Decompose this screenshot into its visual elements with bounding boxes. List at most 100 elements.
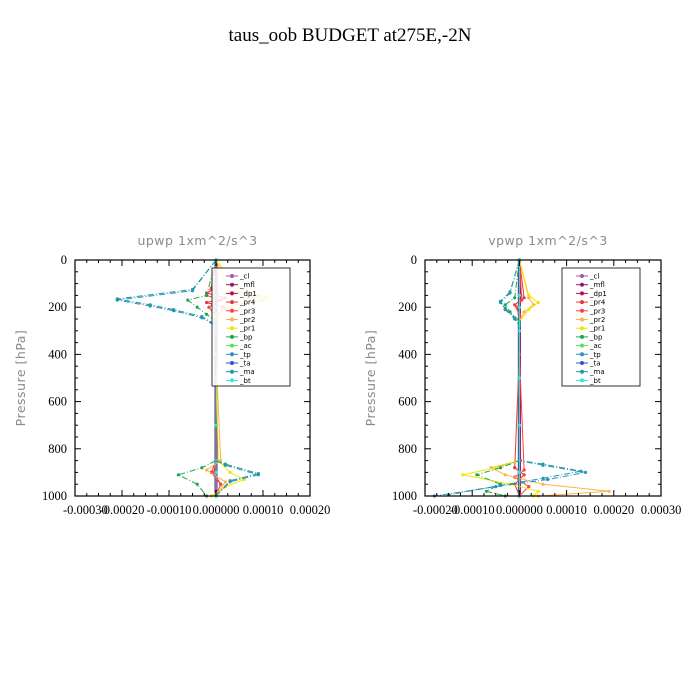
legend-entry: _bt [239, 377, 251, 385]
x-tick-label: 0.00010 [546, 503, 587, 517]
data-point [536, 489, 540, 493]
data-point [214, 423, 218, 427]
x-tick-label: -0.00020 [413, 503, 458, 517]
legend-marker [230, 326, 234, 331]
data-point [527, 293, 531, 297]
legend-marker [230, 334, 234, 339]
legend-entry: _ta [239, 360, 251, 368]
legend-box [561, 267, 641, 387]
data-point [205, 312, 209, 316]
x-tick-label: -0.00010 [147, 503, 192, 517]
data-point [541, 476, 545, 480]
x-tick-label: 0.00020 [593, 503, 634, 517]
legend-marker [580, 343, 584, 348]
legend: _cl_mfl_dp1_pr4_pr3_pr2_pr1_bp_ac_tp_ta_… [561, 267, 641, 387]
y-tick-label: 400 [398, 347, 417, 361]
legend-marker [580, 308, 584, 313]
y-tick-label: 0 [411, 253, 417, 267]
data-point [214, 470, 218, 474]
legend-marker [580, 317, 584, 322]
series-line-bp [475, 259, 520, 497]
legend-entry: _cl [589, 273, 599, 281]
data-point [256, 472, 260, 476]
data-point [583, 470, 588, 474]
legend-marker [230, 352, 234, 357]
legend-marker [230, 317, 234, 322]
legend-marker [580, 282, 584, 287]
data-point [541, 462, 545, 466]
data-point [536, 300, 540, 305]
legend-marker [580, 291, 584, 296]
x-tick-label: -0.00030 [63, 503, 108, 517]
data-point [219, 482, 223, 486]
upwp-panel: upwp 1xm^2/s^3 Pressure [hPa] 0 200 400 600 80… [13, 233, 330, 517]
data-point [205, 300, 209, 305]
data-point [494, 485, 498, 489]
data-point [546, 477, 550, 482]
legend-entry: _pr3 [239, 307, 255, 315]
legend-entry: _cl [239, 273, 249, 281]
panel-title: upwp 1xm^2/s^3 [137, 233, 257, 248]
x-tick-label: 0.00010 [243, 503, 284, 517]
legend-marker [230, 361, 234, 365]
y-tick-label: 200 [48, 300, 67, 314]
data-point [223, 462, 227, 466]
legend-entry: _tp [239, 351, 251, 359]
legend-entry: _bp [239, 333, 253, 341]
data-point [517, 305, 522, 309]
legend-marker [580, 361, 584, 365]
data-point [527, 296, 531, 300]
data-point [522, 310, 526, 314]
data-point [228, 470, 232, 474]
data-point [503, 473, 507, 477]
legend-entry: _pr2 [589, 316, 605, 324]
data-point [195, 305, 199, 309]
data-point [522, 296, 526, 300]
legend-marker [230, 300, 234, 305]
data-point [522, 473, 526, 477]
data-point [508, 290, 512, 294]
legend-entry: _pr2 [239, 316, 255, 324]
legend-entry: _bt [589, 377, 601, 385]
y-tick-label: 0 [61, 253, 67, 267]
data-point [115, 297, 119, 301]
data-point [522, 468, 526, 472]
data-point [517, 470, 522, 474]
data-point [503, 306, 507, 310]
legend-marker [230, 343, 234, 348]
vpwp-panel: vpwp 1xm^2/s^3 Pressure [hPa] 0 200 400 600 80… [363, 233, 681, 517]
series-line-bp [177, 259, 217, 497]
data-point [508, 310, 512, 314]
data-point [527, 308, 531, 312]
x-tick-label: 0.000000 [496, 503, 543, 517]
y-axis-label: Pressure [hPa] [363, 330, 378, 427]
y-tick-label: 1000 [392, 489, 417, 503]
y-tick-label: 800 [398, 442, 417, 456]
legend-box [211, 267, 291, 387]
legend-entry: _pr1 [239, 325, 255, 333]
data-point [223, 480, 227, 484]
data-point [228, 479, 232, 483]
data-point [513, 296, 517, 300]
data-point [513, 303, 517, 307]
data-point [200, 315, 204, 319]
data-point [513, 316, 517, 320]
legend-marker [580, 326, 584, 331]
figure-title: taus_oob BUDGET at275E,-2N [229, 25, 472, 46]
data-point [517, 376, 522, 380]
data-point [207, 305, 211, 309]
y-tick-label: 400 [48, 347, 67, 361]
y-tick-label: 1000 [42, 489, 67, 503]
legend-entry: _pr4 [239, 299, 256, 307]
data-point [517, 423, 522, 427]
legend: _cl_mfl_dp1_pr4_pr3_pr2_pr1_bp_ac_tp_ta_… [211, 267, 291, 387]
data-point [475, 473, 479, 477]
data-point [200, 466, 204, 470]
series-line-ma [117, 259, 261, 497]
y-axis-label: Pressure [hPa] [13, 330, 28, 427]
legend-entry: _ac [589, 342, 602, 350]
data-point [503, 303, 507, 307]
legend-entry: _pr1 [589, 325, 605, 333]
legend-entry: _pr3 [589, 307, 605, 315]
legend-marker [230, 378, 234, 383]
